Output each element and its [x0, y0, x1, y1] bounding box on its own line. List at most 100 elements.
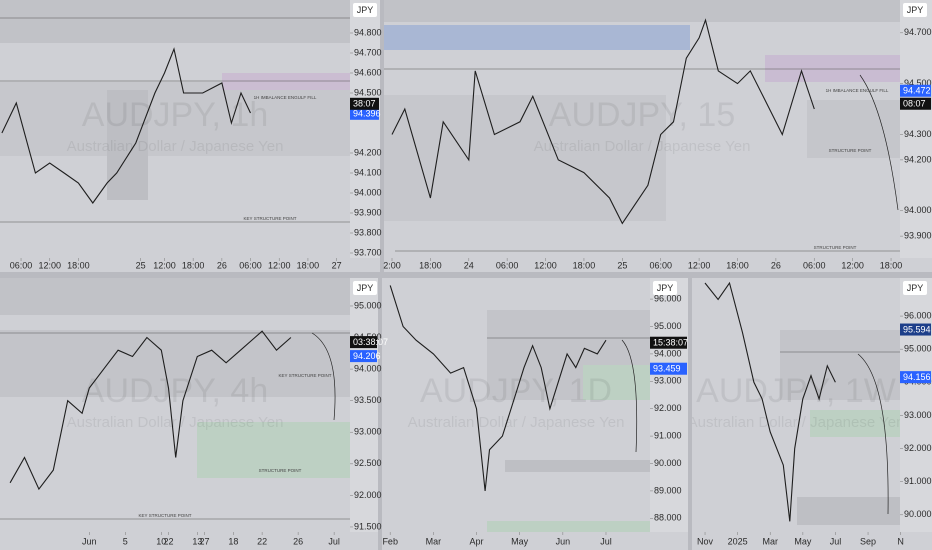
last-price-label: 94.206 — [353, 351, 381, 361]
x-tick-label: 2025 — [728, 536, 748, 546]
currency-box — [903, 3, 927, 17]
last-price-label-box — [350, 107, 379, 120]
y-tick-label: 94.200 — [354, 147, 382, 157]
y-tick-label: 93.900 — [904, 231, 932, 241]
projection-arrow — [859, 74, 899, 211]
countdown-box — [350, 336, 377, 349]
plot: AUDJPY, 1D Australian Dollar / Japanese Y… — [389, 285, 624, 491]
x-tick-label: 5 — [123, 536, 128, 546]
plot: AUDJPY, 15 Australian Dollar / Japanese Y… — [391, 18, 889, 250]
last-price-label-box — [900, 84, 931, 97]
x-tick-label: 18:00 — [573, 260, 596, 270]
x-tick-label: 2:00 — [383, 260, 401, 270]
x-tick-label: 12:00 — [841, 260, 864, 270]
level-label-box — [900, 323, 931, 336]
price-axis — [900, 0, 932, 258]
y-tick-label: 92.000 — [654, 403, 682, 413]
x-tick-label: 18:00 — [880, 260, 903, 270]
x-tick-label: 12:00 — [38, 260, 61, 270]
x-tick-label: 12:00 — [688, 260, 711, 270]
y-tick-label: 94.200 — [904, 154, 932, 164]
x-tick-label: 12:00 — [534, 260, 557, 270]
x-tick-label: 26 — [293, 536, 303, 546]
y-tick-label: 93.900 — [354, 207, 382, 217]
zone — [487, 521, 650, 532]
zone — [384, 0, 900, 22]
x-tick-label: N — [897, 536, 904, 546]
x-tick-label: 10 — [156, 536, 166, 546]
x-tick-label: 18:00 — [726, 260, 749, 270]
x-tick-label: Jul — [600, 536, 612, 546]
y-tick-label: 92.000 — [904, 443, 932, 453]
x-tick-label: Feb — [382, 536, 398, 546]
currency: JPY — [907, 5, 924, 15]
y-tick-label: 94.700 — [354, 47, 382, 57]
watermark-subtitle: Australian Dollar / Japanese Yen — [67, 138, 284, 155]
zone — [222, 73, 350, 90]
countdown-box — [900, 97, 931, 110]
x-tick-label: 22 — [164, 536, 174, 546]
plot: AUDJPY, 1h Australian Dollar / Japanese Y… — [1, 47, 317, 221]
zone — [505, 460, 650, 472]
currency: JPY — [357, 5, 374, 15]
currency: JPY — [357, 283, 374, 293]
last-price-label: 94.396 — [353, 109, 381, 119]
y-tick-label: 93.000 — [904, 410, 932, 420]
price-line — [704, 281, 836, 522]
projection-arrow — [621, 339, 638, 453]
annotation: 1H IMBALANCE ENGULF FILL — [826, 88, 889, 93]
x-tick-label: 18:00 — [67, 260, 90, 270]
annotation: 1H IMBALANCE ENGULF FILL — [254, 95, 317, 100]
countdown-box — [350, 97, 379, 110]
y-tick-label: 93.000 — [654, 376, 682, 386]
x-tick-label: Sep — [860, 536, 876, 546]
y-tick-label: 88.000 — [654, 513, 682, 523]
y-tick-label: 94.500 — [904, 78, 932, 88]
x-tick-label: 06:00 — [803, 260, 826, 270]
x-tick-label: 18:00 — [182, 260, 205, 270]
x-tick-label: 12:00 — [268, 260, 291, 270]
zone — [807, 100, 900, 158]
x-tick-label: Mar — [426, 536, 442, 546]
x-tick-label: Jul — [830, 536, 842, 546]
y-tick-label: 96.000 — [654, 293, 682, 303]
x-tick-label: 26 — [771, 260, 781, 270]
y-tick-label: 94.100 — [354, 167, 382, 177]
countdown: 08:07 — [903, 99, 926, 109]
last-price-label: 94.472 — [903, 86, 931, 96]
price-line — [1, 47, 251, 204]
price-axis — [350, 0, 380, 258]
y-tick-label: 92.000 — [354, 490, 382, 500]
last-price-label-box — [900, 371, 931, 384]
price-axis — [900, 278, 932, 532]
currency: JPY — [907, 283, 924, 293]
currency-box — [353, 281, 377, 295]
y-tick-label: 90.000 — [904, 509, 932, 519]
x-tick-label: 26 — [217, 260, 227, 270]
zone — [384, 95, 666, 221]
x-tick-label: Mar — [762, 536, 778, 546]
last-price-label-box — [650, 362, 687, 375]
watermark: AUDJPY, 4h — [82, 372, 268, 410]
y-tick-label: 89.000 — [654, 485, 682, 495]
watermark: AUDJPY, 1W — [696, 372, 896, 410]
watermark: AUDJPY, 15 — [549, 96, 735, 134]
x-tick-label: 12:00 — [153, 260, 176, 270]
zone — [0, 278, 350, 315]
x-tick-label: Nov — [697, 536, 714, 546]
x-tick-label: 24 — [464, 260, 474, 270]
y-tick-label: 95.000 — [904, 344, 932, 354]
y-tick-label: 91.500 — [354, 521, 382, 531]
y-tick-label: 95.000 — [354, 300, 382, 310]
zone — [197, 422, 350, 478]
watermark-subtitle: Australian Dollar / Japanese Yen — [67, 414, 284, 431]
last-price-label: 94.156 — [903, 372, 931, 382]
currency-box — [903, 281, 927, 295]
y-tick-label: 96.000 — [904, 310, 932, 320]
projection-arrow — [857, 353, 889, 515]
zones — [0, 0, 900, 532]
watermark-subtitle: Australian Dollar / Japanese Yen — [688, 414, 905, 431]
watermark: AUDJPY, 1D — [420, 372, 612, 410]
y-tick-label: 94.800 — [354, 27, 382, 37]
zone — [384, 25, 690, 50]
